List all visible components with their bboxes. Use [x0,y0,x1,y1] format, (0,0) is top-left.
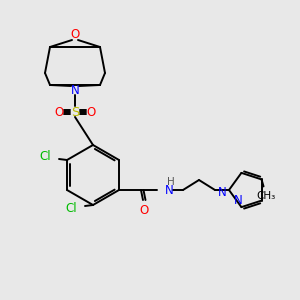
Text: Cl: Cl [65,202,77,215]
Text: O: O [54,106,64,118]
Text: N: N [165,184,174,196]
Text: CH₃: CH₃ [256,191,275,201]
Text: O: O [70,28,80,41]
Text: Cl: Cl [39,151,51,164]
Text: O: O [140,203,148,217]
Text: N: N [218,185,226,199]
Text: H: H [167,177,175,187]
Text: N: N [70,83,80,97]
Text: O: O [86,106,96,118]
Text: N: N [234,194,243,207]
Text: S: S [71,106,79,118]
